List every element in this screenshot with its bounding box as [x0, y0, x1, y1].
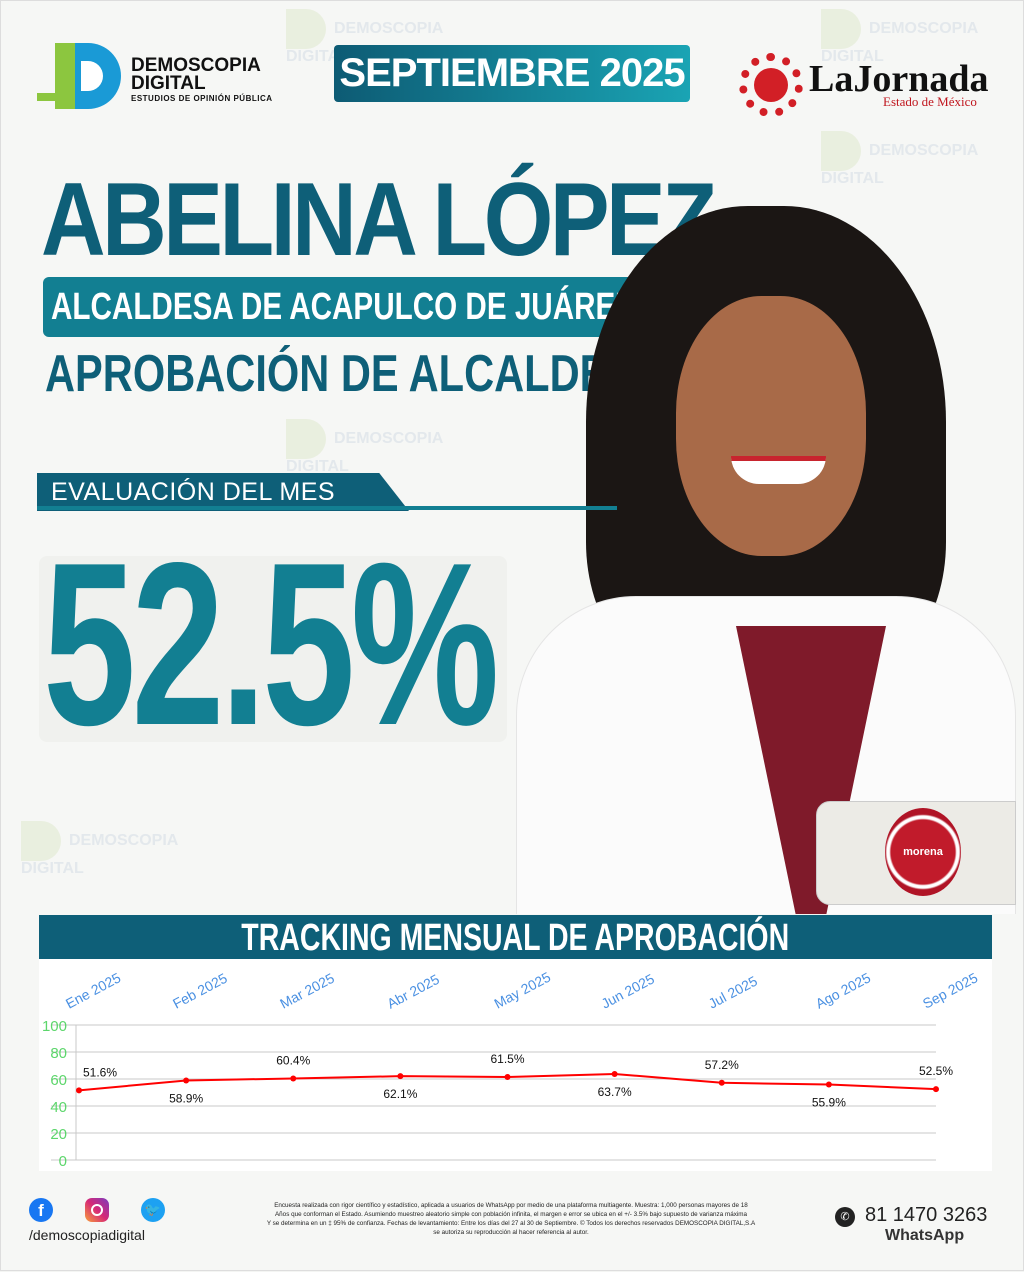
candidate-name: ABELINA LÓPEZ: [41, 162, 717, 278]
partner-name: LaJornada: [809, 58, 989, 100]
data-label: 57.2%: [705, 1058, 739, 1072]
evaluation-value: 52.5%: [43, 515, 499, 774]
watermark: DEMOSCOPIA DIGITAL: [821, 131, 978, 187]
data-label: 62.1%: [383, 1087, 417, 1101]
y-tick-label: 100: [42, 1018, 67, 1035]
brand-name-line2: DIGITAL: [131, 73, 206, 94]
x-tick-label: Jul 2025: [706, 973, 760, 1012]
x-tick-label: Jun 2025: [599, 970, 658, 1011]
x-tick-label: Abr 2025: [384, 971, 442, 1012]
evaluation-tab: [37, 473, 409, 511]
x-tick-label: Sep 2025: [920, 969, 981, 1011]
watermark: DEMOSCOPIA DIGITAL: [21, 821, 178, 877]
phone-number[interactable]: 81 1470 3263: [865, 1204, 988, 1226]
data-label: 55.9%: [812, 1096, 846, 1110]
data-point: [76, 1087, 82, 1094]
data-label: 61.5%: [490, 1052, 524, 1066]
watermark: DEMOSCOPIA DIGITAL: [821, 9, 978, 65]
tracking-header: TRACKING MENSUAL DE APROBACIÓN: [39, 915, 992, 959]
period-badge: SEPTIEMBRE 2025: [334, 45, 690, 102]
evaluation-label: EVALUACIÓN DEL MES: [51, 478, 336, 506]
phone-label: WhatsApp: [885, 1227, 965, 1244]
data-label: 63.7%: [598, 1085, 632, 1099]
data-label: 60.4%: [276, 1053, 310, 1067]
data-point: [397, 1073, 404, 1080]
brand-name-line1: DEMOSCOPIA: [131, 55, 261, 76]
watermark: DEMOSCOPIA DIGITAL: [286, 9, 443, 65]
data-label: 52.5%: [919, 1064, 953, 1078]
y-tick-label: 20: [50, 1126, 67, 1143]
watermark: DEMOSCOPIA DIGITAL: [286, 419, 443, 475]
data-point: [933, 1086, 939, 1093]
whatsapp-icon: ✆: [835, 1207, 855, 1227]
x-tick-label: Ago 2025: [813, 969, 874, 1011]
x-tick-label: May 2025: [491, 969, 553, 1012]
data-label: 51.6%: [83, 1065, 117, 1079]
brand-tagline: ESTUDIOS DE OPINIÓN PÚBLICA: [131, 94, 273, 103]
data-point: [611, 1071, 618, 1078]
facebook-icon[interactable]: f: [29, 1198, 53, 1222]
y-tick-label: 80: [50, 1045, 67, 1062]
social-handle[interactable]: /demoscopiadigital: [29, 1227, 145, 1243]
data-label: 58.9%: [169, 1091, 203, 1105]
y-tick-label: 40: [50, 1099, 67, 1116]
disclaimer: Encuesta realizada con rigor científico …: [266, 1202, 756, 1236]
partner-subtitle: Estado de México: [883, 94, 977, 109]
demoscopia-logo: [37, 43, 121, 109]
x-tick-label: Feb 2025: [170, 970, 230, 1012]
data-point: [183, 1077, 190, 1084]
data-point: [504, 1073, 511, 1080]
y-tick-label: 0: [59, 1153, 67, 1170]
chart-panel: [39, 959, 992, 1171]
data-point: [718, 1079, 725, 1086]
study-title: APROBACIÓN DE ALCALDES: [45, 345, 636, 403]
evaluation-card: [39, 556, 507, 742]
candidate-role: ALCALDESA DE ACAPULCO DE JUÁREZ: [43, 277, 649, 337]
morena-logo: morena: [885, 808, 961, 896]
x-tick-label: Mar 2025: [277, 970, 337, 1012]
instagram-icon[interactable]: [85, 1198, 109, 1222]
twitter-icon[interactable]: 🐦: [141, 1198, 165, 1222]
data-point: [290, 1075, 297, 1082]
x-tick-label: Ene 2025: [63, 969, 124, 1011]
data-point: [825, 1081, 832, 1088]
y-tick-label: 60: [50, 1072, 67, 1089]
sun-logo-icon: [739, 53, 803, 117]
